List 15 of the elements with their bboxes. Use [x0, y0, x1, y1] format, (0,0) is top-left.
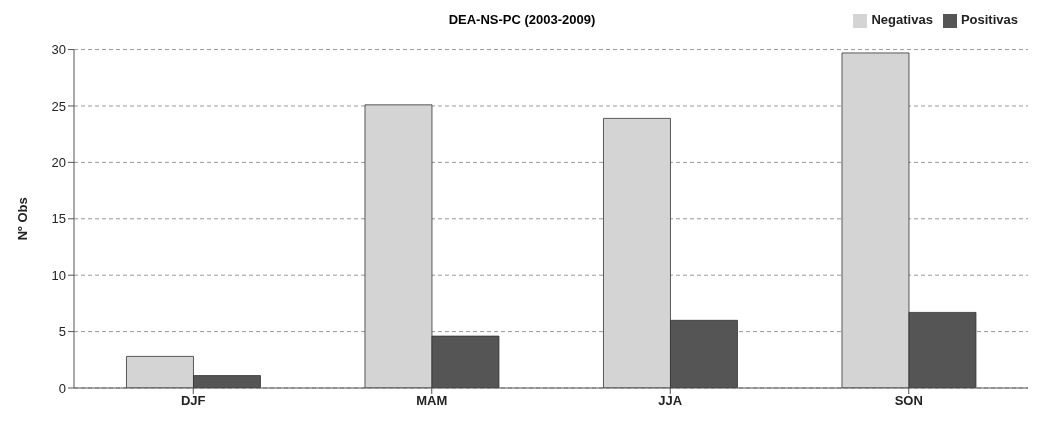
y-tick-label: 10 [51, 267, 66, 283]
x-tick-label: SON [894, 393, 923, 409]
chart-title: DEA-NS-PC (2003-2009) [448, 12, 596, 27]
y-tick-label: 25 [51, 98, 66, 114]
legend-label: Negativas [871, 12, 933, 27]
y-tick-label: 15 [51, 211, 66, 227]
legend-label: Positivas [960, 12, 1018, 27]
x-tick-label: MAM [416, 393, 448, 409]
y-tick-label: 0 [58, 380, 66, 396]
y-axis-title: Nº Obs [14, 197, 30, 241]
y-tick-label: 30 [51, 42, 66, 58]
x-tick-label: JJA [658, 393, 683, 409]
y-tick-label: 5 [58, 324, 66, 340]
x-tick-label: DJF [180, 393, 206, 409]
y-tick-label: 20 [51, 154, 66, 170]
